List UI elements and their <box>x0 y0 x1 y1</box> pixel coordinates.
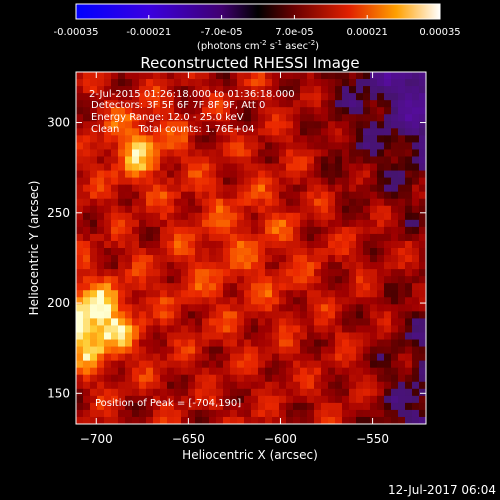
annotation-energy-range: Energy Range: 12.0 - 25.0 keV <box>91 112 244 123</box>
colorbar-tick-label: 0.00035 <box>419 27 460 38</box>
y-axis-label: Heliocentric Y (arcsec) <box>27 181 41 316</box>
colorbar-tick-label: -0.00021 <box>126 27 171 38</box>
colorbar-tick-label: 7.0e-05 <box>275 27 313 38</box>
x-tick-label: −650 <box>172 432 205 446</box>
chart-title: Reconstructed RHESSI Image <box>140 54 359 72</box>
y-tick-label: 200 <box>47 296 70 310</box>
colorbar <box>75 3 441 20</box>
plot-frame <box>75 71 427 425</box>
footer-date: 12-Jul-2017 06:04 <box>388 483 496 497</box>
x-tick-label: −700 <box>80 432 113 446</box>
annotation-clean-counts: Clean Total counts: 1.76E+04 <box>91 124 255 135</box>
heatmap-image <box>76 72 426 424</box>
x-axis-ticks: −700 −650 −600 −550 <box>80 72 389 446</box>
colorbar-ticks <box>75 15 441 19</box>
annotation-peak-position: Position of Peak = [-704,190] <box>95 398 241 409</box>
colorbar-tick-labels: -0.00035 -0.00021 -7.0e-05 7.0e-05 0.00021 0.… <box>54 27 461 38</box>
colorbar-units: (photons cm-2 s-1 asec-2) <box>197 39 319 52</box>
x-axis-label: Heliocentric X (arcsec) <box>182 448 318 462</box>
annotations: 2-Jul-2015 01:26:18.000 to 01:36:18.000 … <box>89 89 295 409</box>
annotation-detectors: Detectors: 3F 5F 6F 7F 8F 9F, Att 0 <box>91 100 265 111</box>
y-axis-ticks: 150 200 250 300 <box>47 116 426 400</box>
colorbar-tick-label: -7.0e-05 <box>201 27 243 38</box>
annotation-time-range: 2-Jul-2015 01:26:18.000 to 01:36:18.000 <box>89 89 295 100</box>
y-tick-label: 150 <box>47 386 70 400</box>
y-tick-label: 250 <box>47 206 70 220</box>
y-tick-label: 300 <box>47 116 70 130</box>
colorbar-tick-label: 0.00021 <box>347 27 388 38</box>
x-tick-label: −600 <box>264 432 297 446</box>
x-tick-label: −550 <box>356 432 389 446</box>
colorbar-tick-label: -0.00035 <box>54 27 99 38</box>
